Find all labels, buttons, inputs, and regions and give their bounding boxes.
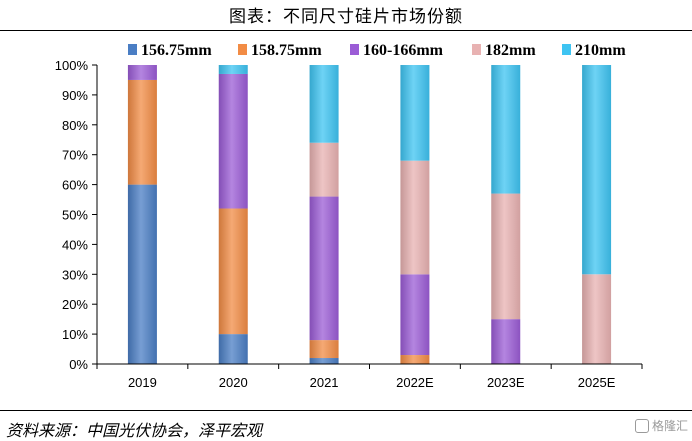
bar-2021-210mm bbox=[310, 65, 339, 143]
bar-2022e-158-75mm bbox=[400, 355, 429, 364]
bar-2023e-182mm bbox=[491, 194, 520, 320]
y-tick-label: 10% bbox=[62, 327, 88, 342]
legend-label-158-75mm: 158.75mm bbox=[251, 42, 322, 59]
y-tick-label: 0% bbox=[69, 357, 88, 372]
bar-2021-160-166mm bbox=[310, 197, 339, 341]
watermark-logo-icon bbox=[635, 419, 649, 433]
legend-swatch-182mm bbox=[472, 44, 481, 55]
bar-2019-160-166mm bbox=[128, 65, 157, 80]
legend-label-210mm: 210mm bbox=[575, 42, 626, 59]
stacked-bar-chart: 156.75mm 158.75mm 160-166mm 182mm 210mm 0% 10… bbox=[0, 0, 692, 408]
bar-2020-210mm bbox=[219, 65, 248, 74]
bars bbox=[128, 65, 611, 364]
y-tick-label: 60% bbox=[62, 178, 88, 193]
bar-2021-182mm bbox=[310, 143, 339, 197]
source-divider bbox=[0, 410, 692, 411]
legend-label-160-166mm: 160-166mm bbox=[363, 42, 444, 59]
bar-2020-156-75mm bbox=[219, 334, 248, 364]
legend-swatch-158-75mm bbox=[238, 44, 247, 55]
x-tick-label-2021: 2021 bbox=[310, 375, 339, 390]
legend: 156.75mm 158.75mm 160-166mm 182mm 210mm bbox=[128, 42, 626, 59]
y-tick-label: 70% bbox=[62, 148, 88, 163]
x-tick-label-2025e: 2025E bbox=[578, 375, 616, 390]
legend-swatch-210mm bbox=[562, 44, 571, 55]
watermark-text: 格隆汇 bbox=[652, 417, 688, 434]
y-tick-label: 100% bbox=[55, 58, 89, 73]
bar-2020-158-75mm bbox=[219, 209, 248, 335]
y-tick-label: 30% bbox=[62, 267, 88, 282]
x-tick-label-2019: 2019 bbox=[128, 375, 157, 390]
y-tick-label: 80% bbox=[62, 118, 88, 133]
source-note: 资料来源：中国光伏协会，泽平宏观 bbox=[6, 417, 262, 441]
bar-2022e-182mm bbox=[400, 161, 429, 275]
x-axis: 2019 2020 2021 2022E 2023E 2025E bbox=[97, 364, 642, 390]
bar-2020-160-166mm bbox=[219, 74, 248, 209]
legend-swatch-156-75mm bbox=[128, 44, 137, 55]
bar-2019-158-75mm bbox=[128, 80, 157, 185]
bar-2021-156-75mm bbox=[310, 358, 339, 364]
x-tick-label-2022e: 2022E bbox=[396, 375, 434, 390]
legend-label-156-75mm: 156.75mm bbox=[141, 42, 212, 59]
bar-2019-156-75mm bbox=[128, 185, 157, 364]
y-tick-label: 40% bbox=[62, 237, 88, 252]
x-tick-label-2020: 2020 bbox=[219, 375, 248, 390]
x-tick-label-2023e: 2023E bbox=[487, 375, 525, 390]
bar-2023e-210mm bbox=[491, 65, 520, 194]
bar-2021-158-75mm bbox=[310, 340, 339, 358]
bar-2023e-160-166mm bbox=[491, 319, 520, 364]
bar-2022e-210mm bbox=[400, 65, 429, 161]
y-axis: 0% 10% 20% 30% 40% 50% 60% 70% 80% 90% 100% bbox=[55, 58, 97, 372]
legend-label-182mm: 182mm bbox=[485, 42, 536, 59]
legend-swatch-160-166mm bbox=[350, 44, 359, 55]
bar-2025e-210mm bbox=[582, 65, 611, 274]
bar-2025e-182mm bbox=[582, 274, 611, 364]
y-tick-label: 20% bbox=[62, 297, 88, 312]
bar-2022e-160-166mm bbox=[400, 274, 429, 355]
y-tick-label: 90% bbox=[62, 88, 88, 103]
watermark: 格隆汇 bbox=[635, 417, 688, 434]
y-tick-label: 50% bbox=[62, 208, 88, 223]
